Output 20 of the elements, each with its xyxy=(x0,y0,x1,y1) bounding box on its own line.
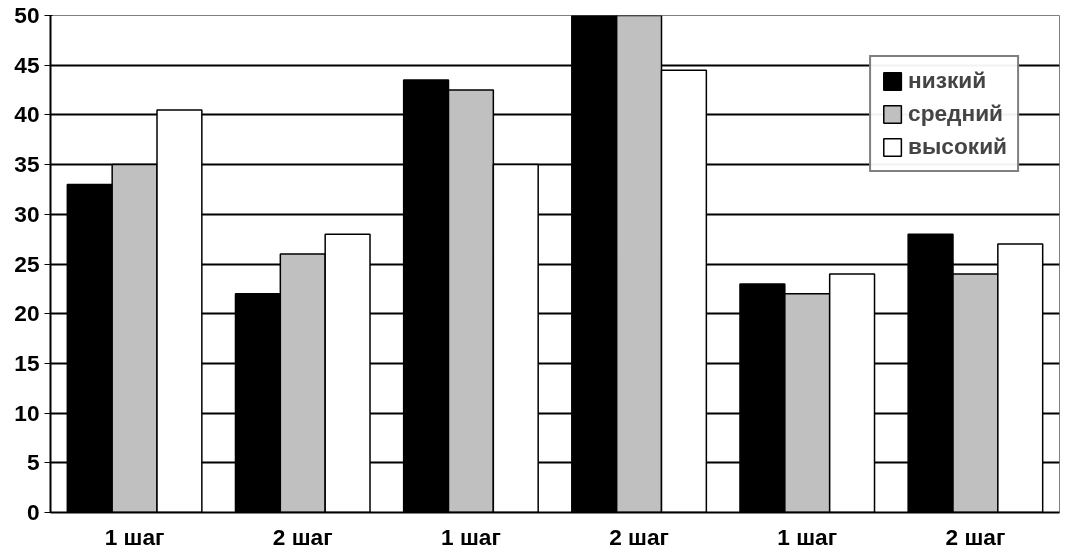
legend-label: средний xyxy=(908,100,1004,127)
y-tick-label: 0 xyxy=(26,499,40,525)
x-tick-label: 2 шаг xyxy=(945,523,1006,550)
x-tick-label: 1 шаг xyxy=(441,523,501,550)
x-tick-label: 2 шаг xyxy=(272,523,333,550)
y-tick-label: 45 xyxy=(14,51,40,78)
y-tick-label: 25 xyxy=(14,250,40,277)
legend-label: низкий xyxy=(908,67,987,94)
y-tick-label: 10 xyxy=(14,399,40,426)
y-tick-label: 40 xyxy=(14,101,40,128)
y-tick-label: 15 xyxy=(14,349,40,376)
x-tick-label: 2 шаг xyxy=(609,523,669,550)
y-tick-label: 30 xyxy=(14,200,40,227)
y-tick-label: 5 xyxy=(26,449,40,476)
y-tick-label: 35 xyxy=(14,151,40,178)
legend-label: высокий xyxy=(908,133,1007,160)
x-tick-label: 1 шаг xyxy=(777,523,838,550)
x-tick-label: 1 шаг xyxy=(104,523,165,550)
y-tick-label: 20 xyxy=(14,300,40,327)
y-tick-label: 50 xyxy=(14,2,40,28)
